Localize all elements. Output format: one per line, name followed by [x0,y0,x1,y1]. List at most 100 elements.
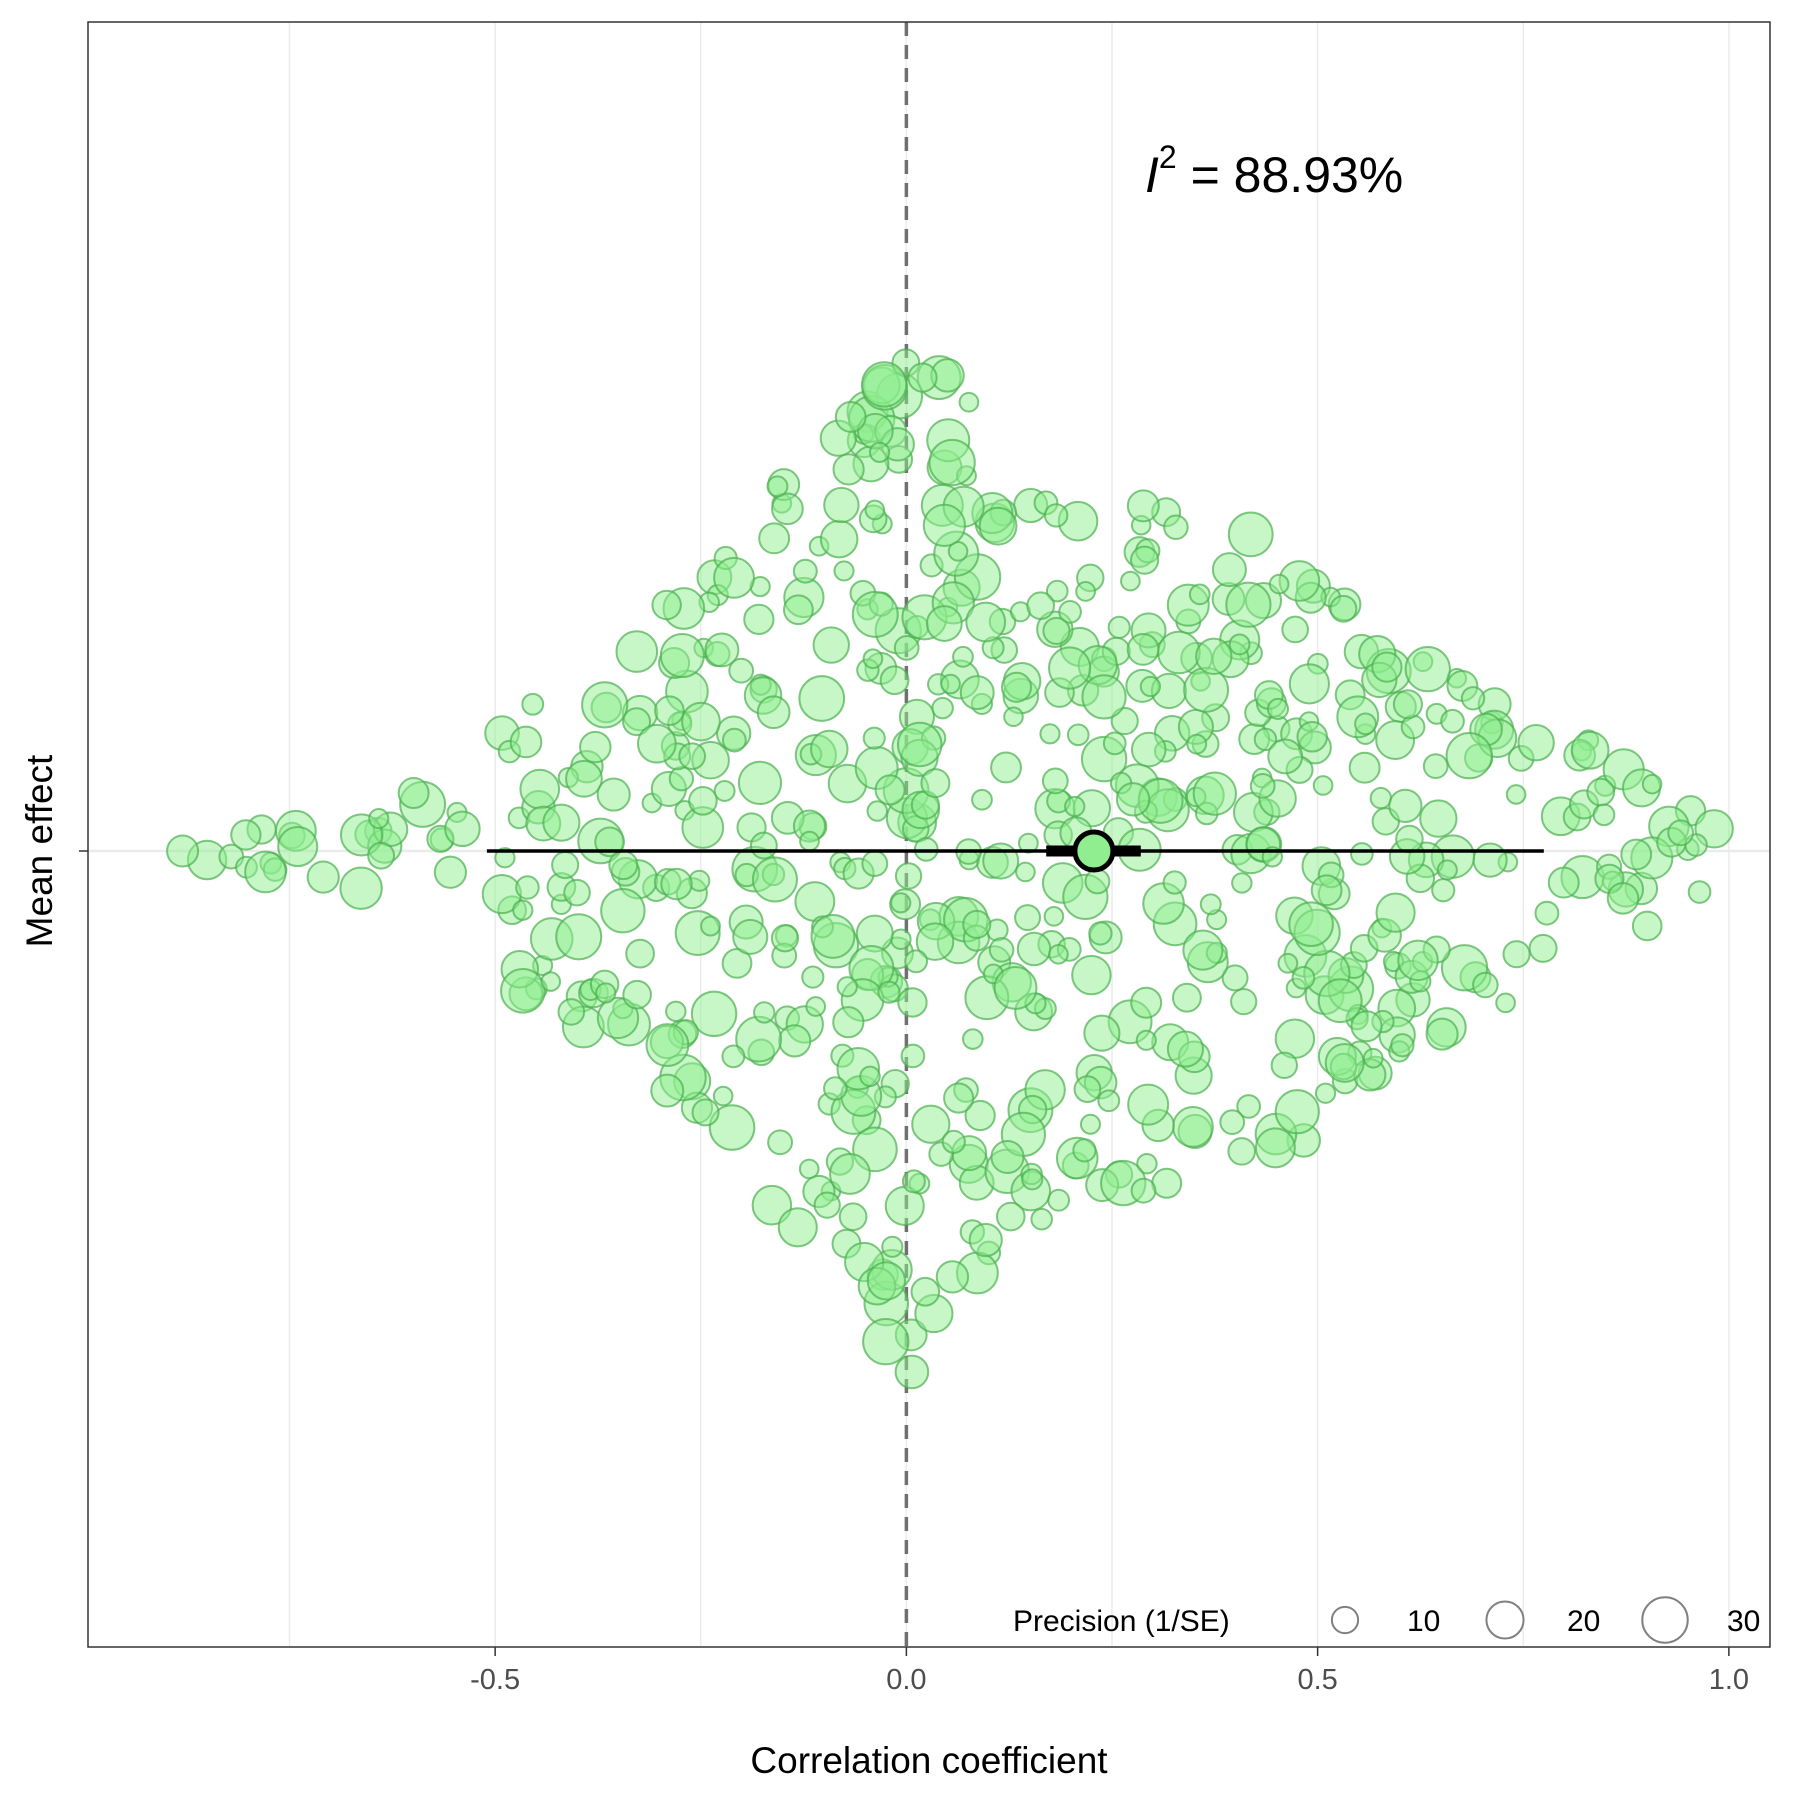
data-point-627 [1254,1127,1296,1169]
data-point-656 [277,826,319,868]
data-point-135 [894,862,923,890]
data-point-136 [758,522,791,555]
data-point-609 [1115,782,1151,817]
data-point-332 [737,760,783,806]
data-point-610 [1388,788,1423,823]
data-point-647 [823,1076,848,1101]
data-point-618 [645,1023,690,1067]
data-point-557 [1003,706,1024,728]
data-point-487 [978,506,1018,546]
data-point-639 [1288,663,1330,705]
data-point-621 [1288,901,1334,948]
data-point-655 [1460,686,1486,711]
data-point-670 [1390,1033,1415,1058]
i2-value: = 88.93% [1177,147,1404,203]
data-point-277 [1030,1207,1053,1231]
data-point-480 [920,768,951,799]
data-point-664 [636,723,677,764]
mean-estimate-point [1072,829,1116,873]
data-point-547 [881,1235,904,1258]
data-point-219 [971,788,993,811]
data-point-470 [1362,1047,1384,1069]
data-point-343 [1528,933,1558,963]
data-point-408 [608,850,639,881]
data-point-654 [1312,775,1334,796]
data-point-679 [579,730,612,764]
data-point-570 [650,1073,685,1108]
data-point-542 [595,982,617,1004]
data-point-565 [1130,986,1163,1019]
data-point-508 [943,1082,975,1114]
data-point-595 [1182,929,1224,971]
data-point-613 [1431,878,1456,903]
data-point-186 [964,1099,996,1132]
data-point-665 [1195,637,1233,676]
data-point-33 [897,987,928,1018]
data-point-628 [767,1129,794,1156]
data-point-97 [893,634,920,661]
data-point-134 [931,696,954,720]
data-point-673 [1281,615,1309,644]
data-point-476 [1227,1137,1257,1166]
data-point-626 [862,1317,910,1366]
data-point-493 [1042,616,1071,645]
data-point-477 [832,453,865,486]
data-point-546 [542,803,581,842]
data-point-428 [1199,893,1222,916]
data-point-663 [688,786,718,816]
data-point-635 [877,980,901,1004]
data-point-623 [756,695,791,730]
data-point-521 [1348,751,1381,784]
y-axis-title: Mean effect [19,754,60,947]
data-point-62 [751,1184,793,1226]
data-point-567 [681,701,721,742]
data-point-518 [600,887,646,934]
data-point-482 [1317,978,1363,1024]
i2-symbol: I [1145,147,1159,203]
data-point-336 [444,810,481,848]
data-point-475 [896,721,943,768]
data-point-442 [743,603,775,636]
data-point-597 [557,998,586,1026]
data-point-109 [1151,1167,1183,1199]
data-point-585 [1192,771,1237,816]
data-point-270 [1071,954,1112,996]
data-point-584 [1047,646,1092,690]
data-point-245 [1253,727,1278,752]
data-point-646 [1392,689,1423,720]
data-point-193 [1163,514,1189,540]
data-point-573 [778,1024,812,1058]
data-point-535 [941,1129,966,1154]
data-point-71 [690,990,738,1038]
data-point-68 [890,892,912,914]
data-point-519 [1120,570,1141,592]
data-point-150 [1369,786,1393,810]
data-point-393 [1502,940,1531,969]
data-point-677 [1043,906,1065,927]
data-point-596 [901,1169,926,1194]
data-point-657 [1079,1113,1101,1135]
data-point-625 [862,726,886,750]
data-point-658 [1026,591,1055,621]
data-point-694 [1081,674,1127,720]
data-point-262 [581,681,629,729]
data-point-438 [1495,992,1516,1014]
effect-size-points [166,348,1734,1390]
data-point-249 [1314,1082,1337,1104]
data-point-599 [962,1028,984,1050]
data-point-418 [1592,803,1616,827]
legend-label-20: 20 [1567,1605,1600,1638]
data-point-642 [1354,712,1377,736]
data-point-680 [751,856,798,903]
data-point-545 [1130,1177,1157,1204]
data-point-464 [782,594,814,626]
data-point-533 [1472,971,1499,999]
data-point-531 [1517,723,1555,762]
summary-estimate [486,829,1544,873]
data-point-334 [894,1354,930,1390]
data-point-188 [1547,866,1580,899]
data-point-509 [900,1043,926,1069]
data-point-128 [1136,1152,1158,1175]
data-point-643 [397,777,430,810]
